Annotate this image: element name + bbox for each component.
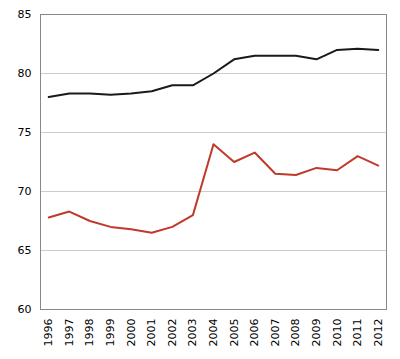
svg-text:1997: 1997 (63, 319, 76, 347)
svg-text:70: 70 (18, 185, 32, 198)
svg-text:2005: 2005 (228, 319, 241, 347)
svg-text:80: 80 (18, 67, 32, 80)
svg-text:2008: 2008 (289, 319, 302, 347)
svg-text:2003: 2003 (186, 319, 199, 347)
svg-text:2010: 2010 (331, 319, 344, 347)
svg-text:2001: 2001 (145, 319, 158, 347)
svg-text:65: 65 (18, 244, 32, 257)
svg-text:75: 75 (18, 126, 32, 139)
svg-text:85: 85 (18, 8, 32, 21)
svg-text:1999: 1999 (104, 319, 117, 347)
svg-text:1996: 1996 (42, 319, 55, 347)
svg-text:2002: 2002 (166, 319, 179, 347)
svg-text:2011: 2011 (351, 319, 364, 347)
svg-text:1998: 1998 (83, 319, 96, 347)
svg-text:60: 60 (18, 303, 32, 316)
svg-text:2007: 2007 (269, 319, 282, 347)
svg-text:2000: 2000 (125, 319, 138, 347)
svg-text:2004: 2004 (207, 319, 220, 347)
svg-text:2006: 2006 (248, 319, 261, 347)
svg-text:2009: 2009 (310, 319, 323, 347)
svg-text:2012: 2012 (372, 319, 385, 347)
